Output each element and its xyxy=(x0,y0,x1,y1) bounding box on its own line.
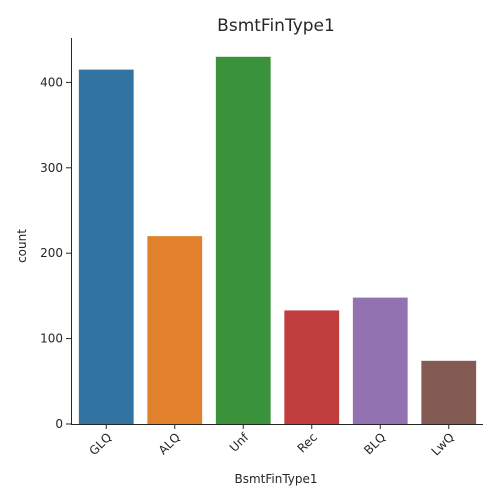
bars-group xyxy=(78,56,477,424)
bar-blq xyxy=(352,297,408,424)
bar-rec xyxy=(284,310,340,424)
y-tick-label: 400 xyxy=(40,75,63,89)
x-tick-label: Rec xyxy=(295,430,320,455)
x-tick-label: Unf xyxy=(227,430,252,455)
y-tick-label: 100 xyxy=(40,332,63,346)
y-axis-ticks: 0 100 200 300 400 xyxy=(40,75,72,431)
bar-alq xyxy=(147,236,203,424)
x-tick-label: BLQ xyxy=(361,430,388,457)
chart-title: BsmtFinType1 xyxy=(217,16,335,36)
y-axis-label: count xyxy=(15,229,29,263)
y-tick-label: 300 xyxy=(40,161,63,175)
x-axis-ticks: GLQ ALQ Unf Rec BLQ LwQ xyxy=(86,424,457,458)
x-axis-label: BsmtFinType1 xyxy=(234,472,317,486)
x-tick-label: ALQ xyxy=(156,430,183,457)
bar-unf xyxy=(215,56,271,424)
x-tick-label: LwQ xyxy=(429,430,457,458)
y-tick-label: 200 xyxy=(40,246,63,260)
x-tick-label: GLQ xyxy=(86,430,114,458)
bar-lwq xyxy=(421,360,477,424)
bar-glq xyxy=(78,69,134,424)
y-tick-label: 0 xyxy=(55,417,63,431)
